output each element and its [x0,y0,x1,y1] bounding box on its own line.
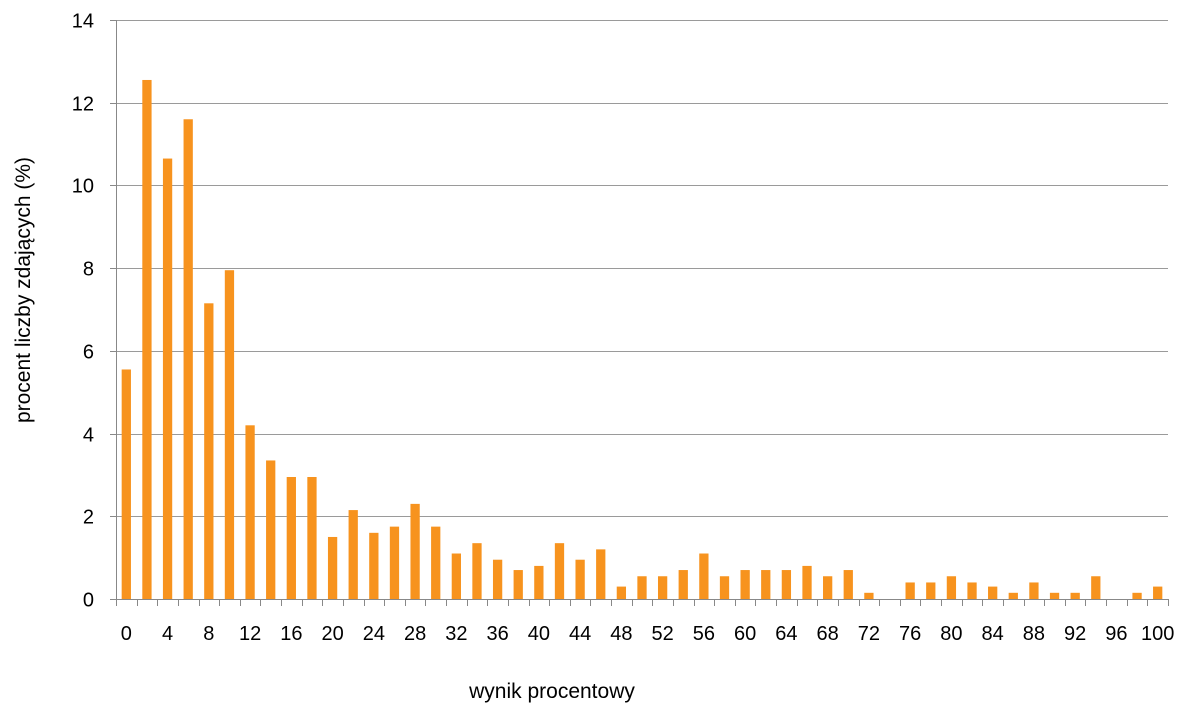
bar [307,477,317,599]
bar [657,576,668,599]
bar [740,570,750,599]
bar [781,570,792,599]
bar [1132,592,1142,599]
bar [1091,576,1101,599]
x-tick-label: 80 [940,623,962,645]
bar [554,543,565,599]
x-tick-label: 100 [1141,623,1174,645]
bar [369,532,379,599]
bar [637,576,647,599]
bar [864,592,874,599]
bar [492,559,503,599]
bar [1070,592,1080,599]
bar [823,576,833,599]
bar [472,543,482,599]
x-tick-label: 68 [817,623,839,645]
x-tick-label: 52 [652,623,674,645]
bar [843,570,853,599]
x-tick-label: 88 [1023,623,1045,645]
y-tick-label: 2 [83,507,94,529]
bar [905,582,915,599]
bar [534,565,544,599]
bar [266,460,276,599]
x-tick-label: 36 [486,623,508,645]
x-tick-label: 40 [528,623,550,645]
gridlines [116,20,1168,517]
bar [121,369,131,599]
x-tick-label: 12 [239,623,261,645]
bar [224,270,235,599]
x-tick-label: 24 [363,623,385,645]
bar [142,79,152,600]
x-tick-label: 44 [569,623,591,645]
x-tick-label: 4 [162,623,173,645]
bar [761,570,771,599]
bar [596,549,606,599]
x-tick-label: 96 [1105,623,1127,645]
y-tick-label: 8 [83,259,94,281]
bar [183,119,193,599]
x-tick-label: 20 [321,623,343,645]
bar [678,570,688,599]
x-axis-title: wynik procentowy [468,680,635,703]
axes [110,20,1169,606]
x-tick-labels: 0 4 8 12 16 20 24 28 32 36 40 44 48 52 56 60 64 68 72 76 80 8… [121,623,1175,645]
y-tick-label: 12 [72,94,94,116]
x-tick-label: 76 [899,623,921,645]
x-tick-label: 64 [775,623,797,645]
y-tick-labels: 0 2 4 6 8 10 12 14 [72,11,94,612]
bar [327,536,338,599]
bar [1049,592,1060,599]
bar [946,576,957,599]
x-tick-label: 60 [734,623,756,645]
bar [926,582,936,599]
bar [513,570,523,599]
y-axis-title: procent liczby zdających (%) [12,157,35,423]
x-tick-label: 16 [280,623,302,645]
y-tick-label: 0 [83,590,94,612]
x-tick-label: 72 [858,623,880,645]
bar [967,582,977,599]
bar [802,565,812,599]
bar [162,158,173,600]
x-tick-label: 8 [203,623,214,645]
bar [1008,592,1018,599]
x-tick-label: 92 [1064,623,1086,645]
y-tick-label: 6 [83,342,94,364]
bar [988,586,998,599]
x-tick-label: 48 [610,623,632,645]
bar [204,303,214,599]
y-tick-label: 4 [83,425,94,447]
bar [1153,586,1163,599]
bar [348,510,358,599]
x-tick-label: 28 [404,623,426,645]
bar [389,526,400,600]
bar [410,503,420,599]
bar [286,477,296,599]
bar [431,526,441,600]
bar [616,586,627,599]
y-tick-label: 14 [72,11,94,33]
x-tick-label: 84 [982,623,1004,645]
y-tick-label: 10 [72,176,94,198]
bar [451,553,461,599]
bar [575,559,585,599]
bar [719,576,730,599]
bar [245,425,255,599]
x-tick-label: 32 [445,623,467,645]
bar [699,553,709,599]
bars [121,79,1163,600]
x-tick-label: 0 [121,623,132,645]
bar [1029,582,1039,599]
x-tick-label: 56 [693,623,715,645]
